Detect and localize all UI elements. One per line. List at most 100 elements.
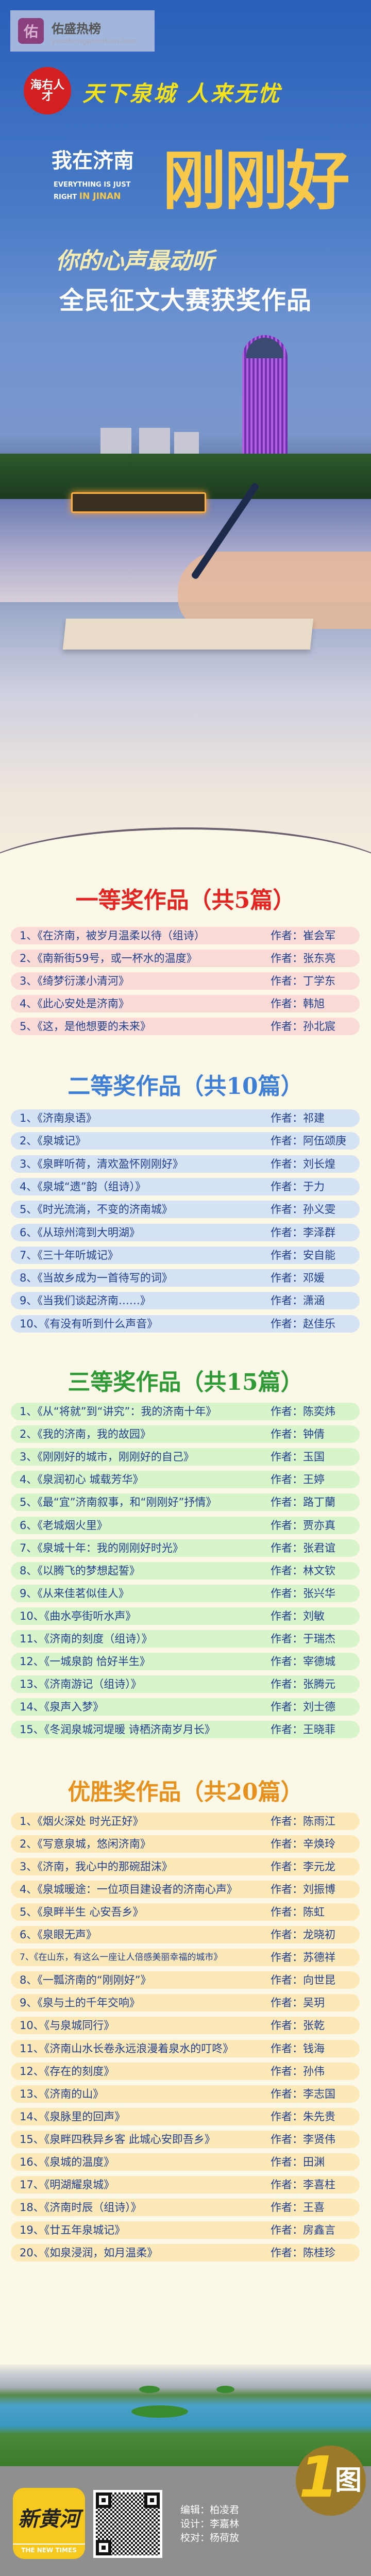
author-name: 路丁蘭 [303, 1496, 335, 1509]
work-author: 作者：李元龙 [271, 1858, 335, 1875]
author-prefix: 作者： [271, 1112, 303, 1124]
award-list-item: 9、《当我们谈起济南……》 作者：潇涵 [11, 1292, 360, 1310]
award-list-item: 13、《济南的山》 作者：李志国 [11, 2085, 360, 2103]
title-big: 刚刚好 [162, 144, 350, 219]
work-title: 11、《济南山水长卷永远浪漫着泉水的叮咚》 [20, 2042, 234, 2055]
work-title: 10、《与泉城同行》 [20, 2019, 115, 2032]
work-title: 8、《以腾飞的梦想起誓》 [20, 1564, 140, 1577]
author-name: 钟倩 [303, 1428, 325, 1441]
award-list-item: 2、《我的济南，我的故园》 作者：钟倩 [11, 1425, 360, 1443]
work-author: 作者：李志国 [271, 2085, 335, 2103]
work-title: 15、《泉畔四秩异乡客 此城心安即吾乡》 [20, 2133, 215, 2146]
award-list-item: 1、《济南泉语》 作者：祁建 [11, 1109, 360, 1127]
work-title: 1、《烟火深处 时光正好》 [20, 1815, 144, 1827]
award-list-item: 3、《泉畔听荷，清欢盈怀刚刚好》 作者：刘长煌 [11, 1155, 360, 1173]
author-name: 孙北宸 [303, 1020, 335, 1033]
award-list-item: 4、《泉城暖途：一位项目建设者的济南心声》 作者：刘振博 [11, 1881, 360, 1899]
author-name: 房鑫言 [303, 2223, 335, 2236]
author-prefix: 作者： [271, 1226, 303, 1239]
author-name: 刘敏 [303, 1609, 325, 1622]
work-title: 5、《时光流淌，不变的济南城》 [20, 1203, 173, 1216]
author-name: 钱海 [303, 2042, 325, 2055]
author-name: 陈虹 [303, 1906, 325, 1919]
author-prefix: 作者： [271, 1906, 303, 1919]
work-author: 作者：潇涵 [271, 1292, 325, 1309]
award-list-item: 3、《济南，我心中的那碗甜沫》 作者：李元龙 [11, 1858, 360, 1876]
author-name: 祁建 [303, 1112, 325, 1124]
author-prefix: 作者： [271, 1723, 303, 1736]
author-name: 宰德城 [303, 1655, 335, 1668]
work-author: 作者：陈雨江 [271, 1813, 335, 1830]
award-list-item: 2、《写意泉城，悠闲济南》 作者：辛焕玲 [11, 1835, 360, 1853]
author-name: 孙伟 [303, 2065, 325, 2078]
work-author: 作者：阿伍颂庚 [271, 1132, 346, 1150]
work-title: 3、《泉畔听荷，清欢盈怀刚刚好》 [20, 1157, 183, 1170]
author-name: 田渊 [303, 2155, 325, 2168]
author-prefix: 作者： [271, 1249, 303, 1261]
author-prefix: 作者： [271, 1294, 303, 1307]
author-prefix: 作者： [271, 1496, 303, 1509]
author-prefix: 作者： [271, 1633, 303, 1645]
author-prefix: 作者： [271, 2223, 303, 2236]
watermark-url: youshengprecision.com [52, 37, 137, 45]
award-list-item: 6、《从琼州湾到大明湖》 作者：李泽群 [11, 1223, 360, 1241]
author-prefix: 作者： [271, 1609, 303, 1622]
work-title: 9、《当我们谈起济南……》 [20, 1294, 151, 1307]
work-title: 2、《泉城记》 [20, 1135, 86, 1148]
award-list-item: 6、《泉眼无声》 作者：龙晓初 [11, 1926, 360, 1944]
author-name: 龙晓初 [303, 1929, 335, 1941]
section-title: 二等奖作品（共10篇） [68, 1073, 303, 1100]
award-list-item: 10、《有没有听到什么声音》 作者：赵佳乐 [11, 1315, 360, 1333]
work-author: 作者：宰德城 [271, 1653, 335, 1670]
watermark: 佑 佑盛热榜 youshengprecision.com [10, 10, 155, 52]
work-author: 作者：祁建 [271, 1109, 325, 1127]
work-title: 20、《如泉浸润，如月温柔》 [20, 2246, 158, 2259]
author-name: 张东亮 [303, 952, 335, 965]
work-author: 作者：张腾元 [271, 1675, 335, 1693]
qr-code[interactable] [93, 2490, 162, 2558]
watermark-title: 佑盛热榜 [52, 22, 101, 36]
work-author: 作者：孙北宸 [271, 1018, 335, 1035]
work-title: 11、《济南的刻度（组诗）》 [20, 1633, 153, 1645]
work-author: 作者：刘振博 [271, 1881, 335, 1898]
award-list-item: 5、《泉畔半生 心安吾乡》 作者：陈虹 [11, 1903, 360, 1921]
author-prefix: 作者： [271, 975, 303, 987]
main-title: 全民征文大赛获奖作品 [59, 286, 312, 315]
author-prefix: 作者： [271, 2155, 303, 2168]
author-name: 林文钦 [303, 1564, 335, 1577]
work-title: 7、《三十年听城记》 [20, 1249, 119, 1261]
award-list-item: 1、《在济南，被岁月温柔以待（组诗） 作者：崔会军 [11, 927, 360, 944]
work-title: 1、《济南泉语》 [20, 1112, 97, 1124]
award-list-item: 15、《冬润泉城河堤暖 诗栖济南岁月长》 作者：王晓菲 [11, 1721, 360, 1739]
work-title: 17、《明湖耀泉城》 [20, 2178, 115, 2191]
work-title: 2、《写意泉城，悠闲济南》 [20, 1838, 151, 1851]
english-line1: EVERYTHING IS JUST [54, 181, 131, 189]
author-name: 陈桂珍 [303, 2246, 335, 2259]
work-author: 作者：刘长煌 [271, 1155, 335, 1173]
work-author: 作者：王婷 [271, 1471, 325, 1488]
author-name: 赵佳乐 [303, 1317, 335, 1330]
work-title: 8、《当故乡成为一首待写的词》 [20, 1272, 173, 1285]
author-name: 陈雨江 [303, 1815, 335, 1827]
island [131, 2405, 188, 2418]
work-title: 7、《在山东，有这么一座让人倍感美丽幸福的城市》 [20, 1952, 223, 1963]
work-author: 作者：安自能 [271, 1247, 335, 1264]
work-title: 3、《济南，我心中的那碗甜沫》 [20, 1860, 173, 1873]
slogan: 天下泉城 人来无忧 [82, 81, 282, 106]
award-list-item: 2、《南新街59号，或一杯水的温度》 作者：张东亮 [11, 950, 360, 967]
work-author: 作者：孙伟 [271, 2063, 325, 2080]
work-title: 7、《泉城十年：我的刚刚好时光》 [20, 1541, 183, 1554]
work-author: 作者：崔会军 [271, 927, 335, 944]
author-name: 贾亦真 [303, 1519, 335, 1532]
author-name: 辛焕玲 [303, 1838, 335, 1851]
work-title: 10、《有没有听到什么声音》 [20, 1317, 158, 1330]
work-author: 作者：孙义雯 [271, 1201, 335, 1218]
section-title: 一等奖作品（共5篇） [75, 887, 296, 913]
author-prefix: 作者： [271, 2065, 303, 2078]
notebook [62, 619, 314, 650]
author-name: 吴玥 [303, 1997, 325, 2009]
author-name: 刘长煌 [303, 1157, 335, 1170]
work-title: 4、《此心安处是济南》 [20, 998, 129, 1010]
author-prefix: 作者： [271, 1473, 303, 1486]
award-list-item: 4、《此心安处是济南》 作者：韩旭 [11, 995, 360, 1012]
